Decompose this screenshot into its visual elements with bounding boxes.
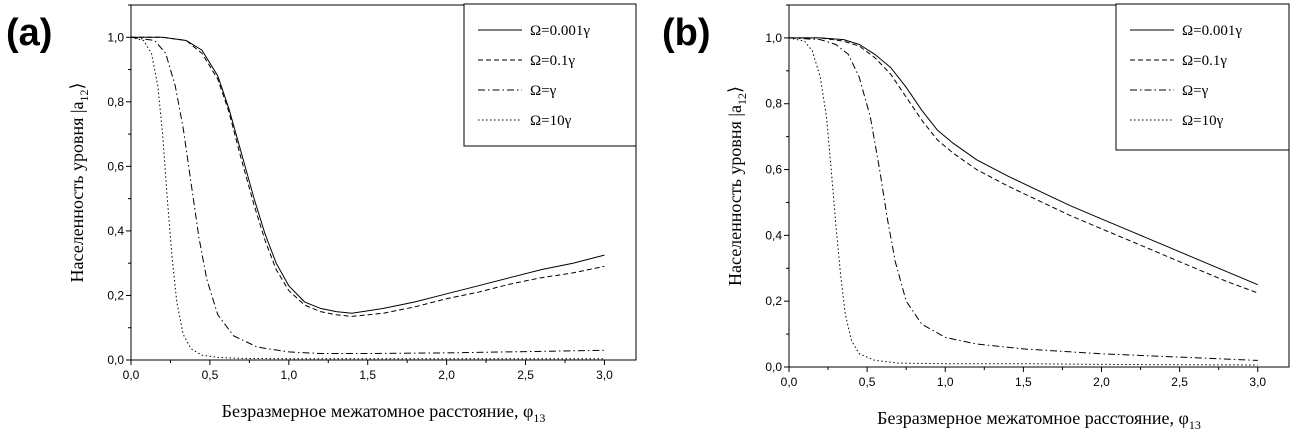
x-tick-label: 2,5 — [517, 368, 534, 382]
y-tick-label: 0,6 — [765, 163, 782, 177]
x-tick-label: 1,0 — [937, 375, 954, 389]
legend-label: Ω=0.1γ — [1182, 53, 1227, 69]
x-tick-label: 2,0 — [1093, 375, 1110, 389]
plot-frame — [788, 4, 1290, 368]
y-tick-label: 0,8 — [107, 95, 124, 109]
panel-label: (b) — [662, 12, 711, 54]
plot-frame — [130, 4, 637, 361]
chart-panel-b: (b) 0,0 0,5 1,0 1,5 2,0 2,5 3,0 0,0 0,2 0,4 0,6 0,8 1… — [662, 3, 1290, 432]
y-tick-label: 0,4 — [765, 228, 782, 242]
y-axis-label: Населенность уровня |a12⟩ — [67, 83, 91, 283]
y-axis-label: Населенность уровня |a12⟩ — [725, 86, 749, 286]
legend-label: Ω=0.001γ — [530, 23, 590, 39]
y-tick-label: 1,0 — [107, 30, 124, 44]
x-tick-label: 1,5 — [359, 368, 376, 382]
legend-box — [1115, 3, 1290, 151]
panel-label: (a) — [6, 12, 52, 54]
legend-label: Ω=0.1γ — [530, 53, 575, 69]
series-line-solid — [789, 37, 1258, 286]
legend-label: Ω=10γ — [1182, 113, 1224, 129]
y-tick-label: 0,8 — [765, 97, 782, 111]
x-axis-label: Безразмерное межатомное расстояние, φ13 — [877, 408, 1201, 432]
x-tick-label: 0,5 — [202, 368, 219, 382]
x-tick-label: 0,0 — [123, 368, 140, 382]
y-tick-label: 0,6 — [107, 159, 124, 173]
x-tick-label: 0,5 — [859, 375, 876, 389]
x-tick-label: 2,5 — [1171, 375, 1188, 389]
legend-label: Ω=γ — [1182, 83, 1209, 99]
y-tick-label: 0,2 — [107, 288, 124, 302]
x-tick-label: 3,0 — [1249, 375, 1266, 389]
legend-label: Ω=0.001γ — [1182, 23, 1242, 39]
legend-label: Ω=γ — [530, 83, 557, 99]
x-tick-label: 2,0 — [438, 368, 455, 382]
series-line-dashdot — [788, 37, 1258, 361]
x-tick-label: 1,0 — [280, 368, 297, 382]
legend: Ω=0.001γ Ω=0.1γ Ω=γ Ω=10γ — [1115, 3, 1290, 151]
series-line-dashdot — [130, 36, 605, 354]
series-line-dashed — [789, 37, 1258, 294]
y-tick-label: 0,0 — [107, 353, 124, 367]
x-tick-label: 3,0 — [596, 368, 613, 382]
series-line-dashed — [131, 36, 605, 317]
y-tick-label: 0,2 — [765, 294, 782, 308]
y-tick-label: 1,0 — [765, 31, 782, 45]
y-tick-label: 0,4 — [107, 224, 124, 238]
y-tick-label: 0,0 — [765, 360, 782, 374]
legend-box — [463, 3, 637, 147]
legend-label: Ω=10γ — [530, 113, 572, 129]
chart-panel-a: (a) 0,0 0,5 1,0 1,5 2,0 2,5 3,0 0,0 0,2 0,4 0,6 0,8 1… — [6, 3, 637, 425]
x-axis-label: Безразмерное межатомное расстояние, φ13 — [222, 401, 546, 425]
legend: Ω=0.001γ Ω=0.1γ Ω=γ Ω=10γ — [463, 3, 637, 147]
x-tick-label: 1,5 — [1015, 375, 1032, 389]
series-line-solid — [131, 36, 605, 314]
x-tick-label: 0,0 — [781, 375, 798, 389]
